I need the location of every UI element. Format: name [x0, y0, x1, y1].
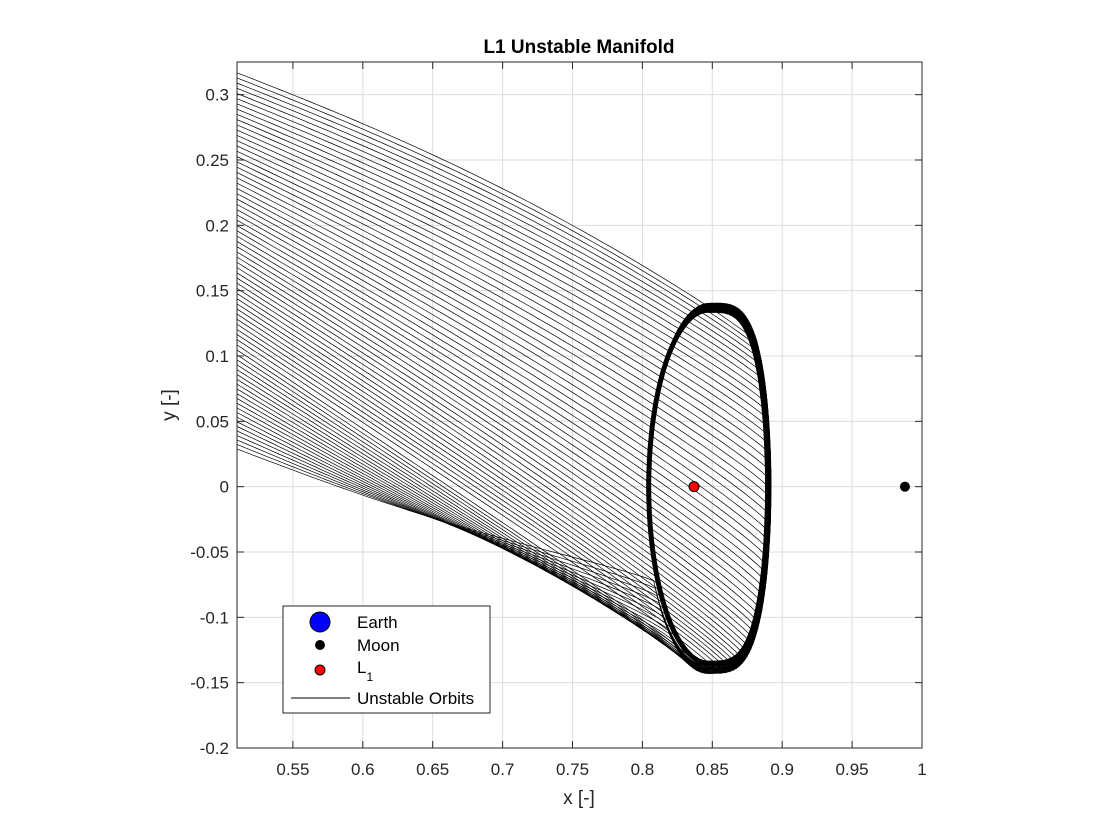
orbit-trajectory: [237, 425, 747, 668]
x-tick-label: 0.7: [491, 760, 515, 779]
moon-marker: [899, 481, 910, 492]
legend-moon-label: Moon: [357, 636, 400, 655]
l1-legend-marker: [314, 664, 326, 676]
x-tick-label: 0.8: [631, 760, 655, 779]
y-tick-label: 0.3: [205, 86, 229, 105]
x-tick-label: 0.6: [351, 760, 375, 779]
legend-l1-main: L: [357, 658, 366, 677]
legend-earth-label: Earth: [357, 613, 398, 632]
x-axis-label: x [-]: [563, 788, 595, 809]
y-tick-label: 0.05: [196, 412, 229, 431]
x-ticks: 0.55 0.6 0.65 0.7 0.75 0.8 0.85 0.9 0.95 1: [276, 62, 927, 779]
x-tick-label: 0.95: [836, 760, 869, 779]
legend-l1-label: L1: [357, 658, 373, 684]
moon-legend-marker: [315, 640, 325, 650]
y-tick-label: -0.05: [190, 543, 229, 562]
y-tick-label: 0.25: [196, 151, 229, 170]
markers: [688, 481, 910, 493]
earth-legend-marker: [309, 611, 331, 633]
chart-title: L1 Unstable Manifold: [483, 37, 674, 58]
legend-orbits-label: Unstable Orbits: [357, 689, 474, 708]
y-axis-label: y [-]: [159, 389, 180, 421]
legend: Earth Moon L1 Unstable Orbits: [282, 605, 491, 714]
x-tick-label: 0.65: [416, 760, 449, 779]
l1-marker: [688, 481, 700, 493]
x-tick-label: 0.85: [696, 760, 729, 779]
y-tick-label: -0.2: [200, 739, 229, 758]
orbit-trajectory: [237, 407, 755, 670]
y-tick-label: -0.1: [200, 608, 229, 627]
periodic-orbit: [646, 307, 770, 666]
legend-l1-sub: 1: [366, 670, 373, 684]
y-tick-label: 0: [220, 478, 229, 497]
x-tick-label: 0.55: [276, 760, 309, 779]
x-tick-label: 1: [917, 760, 926, 779]
x-tick-label: 0.9: [770, 760, 794, 779]
axes-box: [236, 61, 923, 749]
unstable-orbits: [237, 72, 772, 674]
orbit-trajectory: [237, 448, 730, 666]
orbit-trajectory: [237, 435, 741, 667]
y-tick-label: 0.1: [205, 347, 229, 366]
x-tick-label: 0.75: [556, 760, 589, 779]
orbit-trajectory: [237, 402, 757, 670]
orbit-trajectory: [237, 72, 758, 460]
y-tick-label: 0.2: [205, 216, 229, 235]
y-tick-label: 0.15: [196, 282, 229, 301]
y-ticks: -0.2 -0.15 -0.1 -0.05 0 0.05 0.1 0.15 0.2 0.25 0.3: [190, 86, 922, 758]
y-tick-label: -0.15: [190, 674, 229, 693]
